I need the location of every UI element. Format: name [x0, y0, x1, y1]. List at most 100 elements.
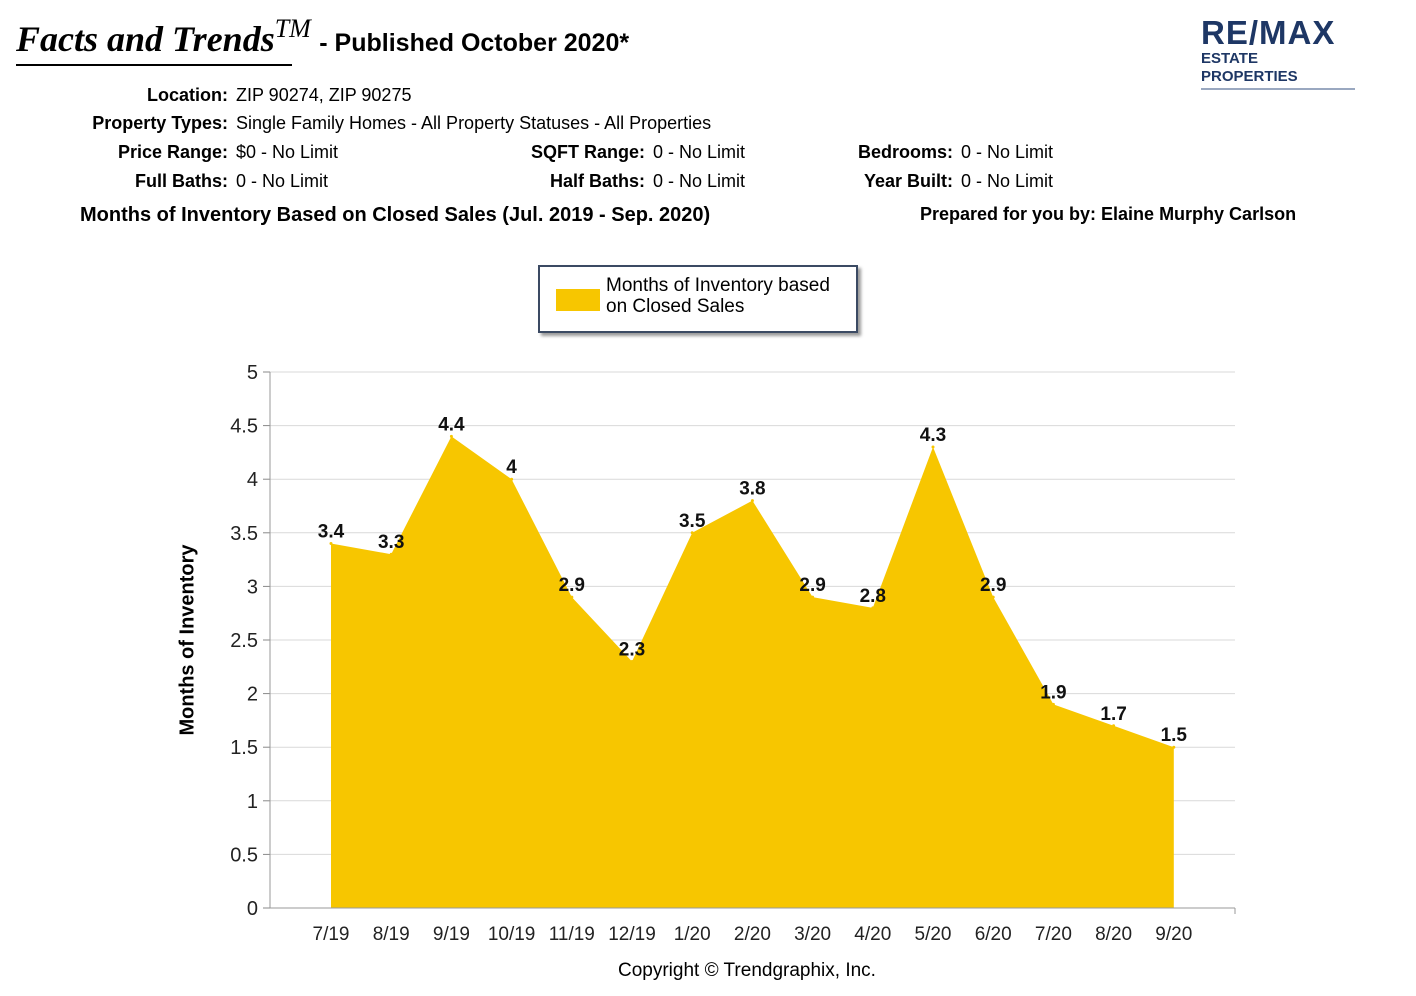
- criteria-location: Location: ZIP 90274, ZIP 90275: [60, 85, 411, 106]
- area-series: [329, 434, 1176, 908]
- data-label: 1.7: [1100, 704, 1126, 725]
- criteria-value: Single Family Homes - All Property Statu…: [236, 113, 712, 133]
- y-axis-label: Months of Inventory: [176, 544, 199, 736]
- data-label: 3.8: [739, 479, 765, 500]
- logo-sub-text: ESTATE PROPERTIES: [1201, 50, 1298, 85]
- data-label: 3.5: [679, 511, 706, 532]
- data-labels: 3.4 3.3 4.4 4 2.9 2.3 3.5 3.8 2.9 2.8 4.3 2.9 1.9 1.7…: [318, 414, 1188, 746]
- data-point: [449, 434, 453, 438]
- data-label: 4: [506, 457, 517, 478]
- criteria-label: Bedrooms:: [857, 142, 953, 162]
- legend-label: Months of Inventory based on Closed Sale…: [606, 275, 830, 317]
- data-point: [811, 595, 815, 599]
- copyright-text: Copyright © Trendgraphix, Inc.: [618, 960, 876, 981]
- data-point: [1172, 745, 1176, 749]
- title-text: Facts and Trends: [16, 19, 275, 59]
- data-label: 4.4: [438, 414, 465, 435]
- chart-legend: Months of Inventory based on Closed Sale…: [538, 265, 858, 333]
- y-tick-label: 2.5: [230, 630, 258, 652]
- data-point: [1112, 724, 1116, 728]
- prepared-by: Prepared for you by: Elaine Murphy Carls…: [920, 204, 1297, 224]
- x-tick-label: 7/20: [1035, 924, 1072, 945]
- y-tick-label: 4: [247, 469, 258, 491]
- y-tick-label: 3.5: [230, 523, 258, 545]
- data-label: 2.3: [619, 639, 645, 660]
- y-tick-label: 0.5: [230, 844, 258, 866]
- criteria-label: SQFT Range:: [530, 142, 645, 162]
- y-tick-label: 4.5: [230, 416, 258, 438]
- x-tick-label: 4/20: [854, 924, 891, 945]
- data-label: 2.9: [559, 575, 585, 596]
- x-tick-label: 8/19: [373, 924, 410, 945]
- data-label: 1.5: [1161, 725, 1188, 746]
- x-tick-label: 8/20: [1095, 924, 1132, 945]
- logo-main-text: RE/MAX: [1201, 14, 1336, 51]
- criteria-label: Location:: [147, 85, 228, 105]
- data-point: [510, 477, 514, 481]
- y-tick-label: 1.5: [230, 737, 258, 759]
- legend-swatch: [556, 289, 600, 311]
- criteria-price-range: Price Range: $0 - No Limit: [60, 142, 338, 163]
- data-label: 2.8: [860, 586, 886, 607]
- x-tick-label: 11/19: [549, 924, 595, 945]
- criteria-half-baths: Half Baths: 0 - No Limit: [480, 171, 745, 192]
- criteria-label: Property Types:: [92, 113, 228, 133]
- data-point: [630, 659, 634, 663]
- criteria-sqft-range: SQFT Range: 0 - No Limit: [480, 142, 745, 163]
- data-point: [750, 499, 754, 503]
- trademark-mark: TM: [274, 14, 311, 43]
- chart-axes: 0 0.5 1 1.5 2 2.5 3 3.5 4 4.5 5 7/19 8/19 9/19 10/19 11…: [230, 362, 1236, 945]
- data-point: [570, 595, 574, 599]
- criteria-label: Half Baths:: [549, 171, 645, 191]
- criteria-bedrooms: Bedrooms: 0 - No Limit: [800, 142, 1053, 163]
- area-fill: [331, 436, 1174, 908]
- data-label: 3.3: [378, 532, 404, 553]
- y-tick-label: 5: [247, 362, 258, 384]
- y-tick-label: 0: [247, 898, 258, 920]
- data-label: 3.4: [318, 522, 345, 543]
- data-label: 2.9: [980, 575, 1006, 596]
- criteria-label: Year Built:: [863, 171, 953, 191]
- data-point: [690, 531, 694, 535]
- criteria-label: Price Range:: [117, 142, 228, 162]
- x-tick-label: 6/20: [975, 924, 1012, 945]
- title-underline: [16, 64, 292, 66]
- remax-logo: RE/MAX ESTATE PROPERTIES: [1201, 16, 1357, 90]
- data-point: [871, 606, 875, 610]
- x-tick-label: 10/19: [488, 924, 536, 945]
- report-title: Facts and TrendsTM - Published October 2…: [16, 14, 629, 60]
- chart-subtitle: Months of Inventory Based on Closed Sale…: [80, 204, 711, 226]
- x-tick-label: 9/19: [433, 924, 470, 945]
- data-label: 1.9: [1040, 682, 1066, 703]
- logo-rule: [1201, 88, 1355, 90]
- data-label: 2.9: [799, 575, 825, 596]
- y-tick-label: 2: [247, 684, 258, 706]
- data-point: [991, 595, 995, 599]
- y-tick-label: 1: [247, 791, 258, 813]
- criteria-label: Full Baths:: [135, 171, 228, 191]
- data-point: [1051, 702, 1055, 706]
- criteria-value: ZIP 90274, ZIP 90275: [236, 85, 412, 105]
- published-date: - Published October 2020*: [319, 29, 630, 57]
- data-label: 4.3: [920, 425, 946, 446]
- x-tick-label: 12/19: [608, 924, 656, 945]
- criteria-value: 0 - No Limit: [653, 142, 746, 162]
- criteria-value: 0 - No Limit: [961, 142, 1054, 162]
- criteria-property-types: Property Types: Single Family Homes - All…: [60, 113, 711, 134]
- y-tick-label: 3: [247, 576, 258, 598]
- x-tick-label: 9/20: [1155, 924, 1192, 945]
- criteria-year-built: Year Built: 0 - No Limit: [800, 171, 1053, 192]
- x-tick-label: 1/20: [674, 924, 711, 945]
- data-point: [389, 552, 393, 556]
- criteria-full-baths: Full Baths: 0 - No Limit: [60, 171, 328, 192]
- criteria-value: 0 - No Limit: [236, 171, 329, 191]
- data-point: [329, 542, 333, 546]
- criteria-value: 0 - No Limit: [653, 171, 746, 191]
- criteria-value: $0 - No Limit: [236, 142, 339, 162]
- criteria-value: 0 - No Limit: [961, 171, 1054, 191]
- x-tick-label: 5/20: [915, 924, 952, 945]
- x-tick-label: 2/20: [734, 924, 771, 945]
- x-tick-label: 3/20: [794, 924, 831, 945]
- x-tick-label: 7/19: [313, 924, 350, 945]
